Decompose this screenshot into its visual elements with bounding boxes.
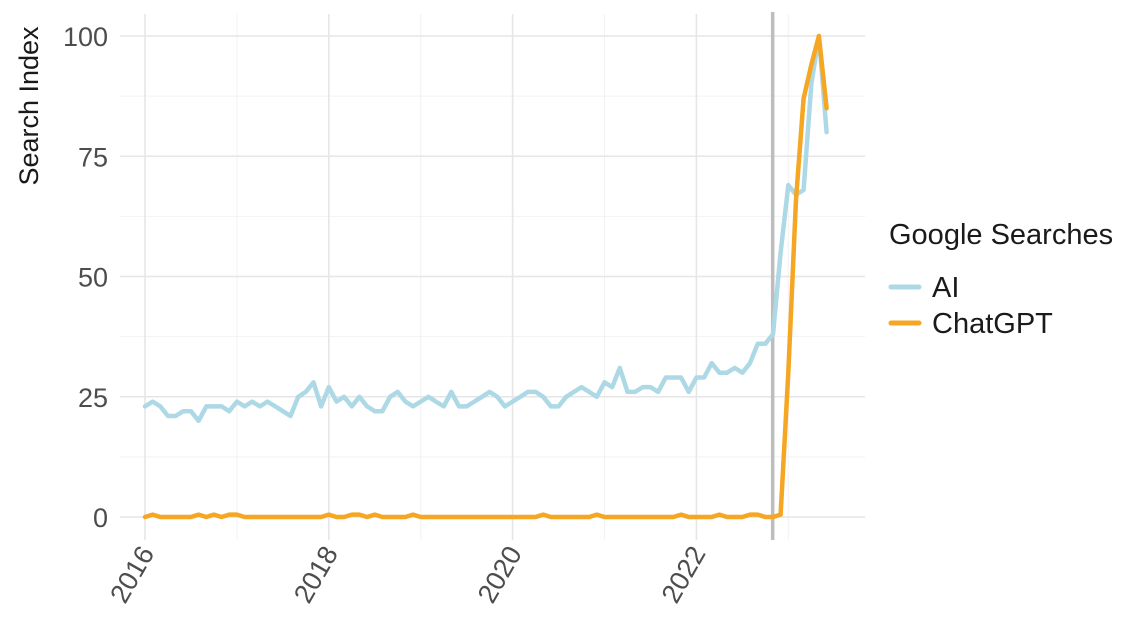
y-tick-label: 0 xyxy=(93,503,108,533)
x-tick-label: 2022 xyxy=(656,541,712,608)
legend-title: Google Searches xyxy=(889,219,1113,251)
legend-items: AI ChatGPT xyxy=(888,272,1053,340)
legend-label-chatgpt: ChatGPT xyxy=(932,308,1053,340)
legend: Google Searches AI ChatGPT xyxy=(888,219,1113,340)
series-lines xyxy=(142,33,829,520)
x-tick-label: 2016 xyxy=(104,541,160,608)
series-line-ai xyxy=(142,33,829,424)
x-axis-ticks: 2016 2018 2020 2022 xyxy=(104,541,711,608)
y-tick-label: 25 xyxy=(78,383,108,413)
y-axis-ticks: 0 25 50 75 100 xyxy=(63,22,108,533)
y-axis-title: Search Index xyxy=(14,26,44,186)
legend-label-ai: AI xyxy=(932,272,959,304)
series-line-chatgpt xyxy=(142,33,829,520)
grid-lines xyxy=(120,14,865,540)
y-tick-label: 100 xyxy=(63,22,108,52)
x-tick-label: 2020 xyxy=(472,541,528,608)
x-tick-label: 2018 xyxy=(288,541,344,608)
y-tick-label: 50 xyxy=(78,263,108,293)
y-tick-label: 75 xyxy=(78,142,108,172)
